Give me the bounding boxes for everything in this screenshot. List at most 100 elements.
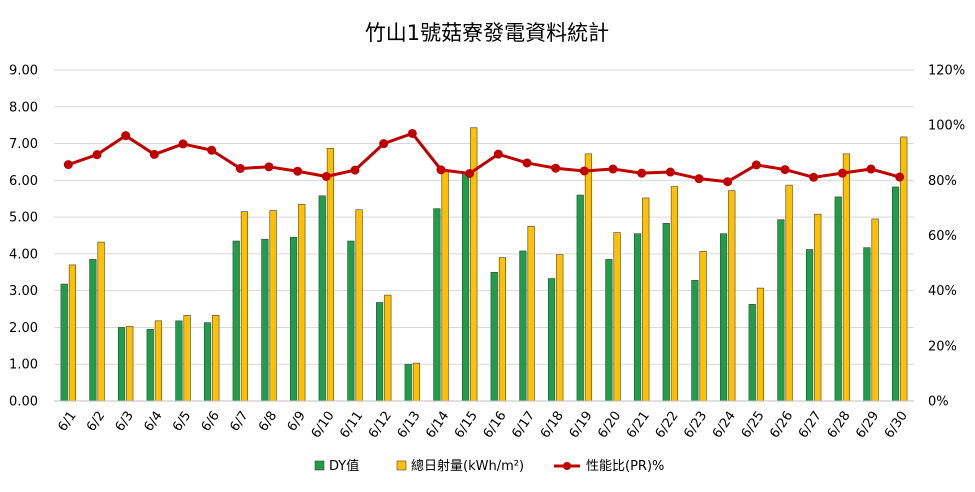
legend-marker [563, 462, 571, 470]
x-tick-label: 6/24 [710, 409, 739, 442]
y-left-tick-label: 8.00 [9, 100, 38, 115]
pr-point [723, 177, 733, 187]
bar-series [60, 173, 900, 402]
bar [662, 223, 670, 402]
bar [261, 238, 269, 402]
bar [842, 153, 851, 402]
bar [60, 283, 68, 402]
x-tick-label: 6/20 [595, 409, 624, 442]
pr-point [866, 164, 876, 174]
pr-point [780, 165, 790, 175]
bar-series [68, 127, 908, 402]
legend-label: DY值 [329, 458, 359, 474]
pr-point [350, 165, 360, 175]
legend-label: 性能比(PR)% [586, 459, 664, 474]
y-right-tick-label: 100% [928, 119, 965, 134]
bar [97, 241, 105, 402]
x-tick-label: 6/8 [256, 409, 280, 435]
y-right-tick-label: 120% [928, 64, 965, 79]
bar [404, 363, 412, 402]
pr-point [264, 162, 274, 172]
x-tick-label: 6/19 [567, 409, 596, 442]
x-tick-label: 6/16 [481, 409, 510, 442]
bar [777, 219, 785, 402]
bar [154, 320, 163, 402]
pr-point [121, 131, 131, 141]
bar [814, 213, 822, 402]
x-tick-label: 6/28 [825, 409, 854, 442]
x-tick-label: 6/10 [309, 409, 338, 442]
x-tick-label: 6/26 [767, 409, 796, 442]
bars [60, 127, 908, 402]
bar [834, 196, 842, 402]
x-tick-label: 6/3 [113, 409, 137, 435]
x-tick-label: 6/11 [337, 409, 366, 442]
pr-point [92, 150, 102, 160]
bar [699, 251, 707, 402]
pr-point [665, 167, 675, 177]
bar [605, 259, 613, 402]
x-tick-label: 6/1 [55, 409, 79, 435]
pr-point [465, 168, 475, 178]
bar [728, 190, 736, 402]
bar [89, 259, 97, 402]
bar [318, 195, 326, 402]
bar [126, 326, 134, 402]
y-right-tick-label: 0% [928, 395, 949, 410]
pr-point [149, 149, 159, 159]
bar [240, 211, 249, 402]
x-tick-label: 6/4 [141, 409, 165, 435]
bar [498, 257, 507, 402]
x-tick-label: 6/27 [796, 409, 825, 442]
legend: DY值 總日射量(kWh/m²) 性能比(PR)% [314, 458, 664, 474]
bar [175, 320, 183, 402]
pr-point [63, 160, 73, 170]
bar [355, 209, 363, 402]
bar [326, 148, 335, 402]
bar [863, 247, 871, 402]
x-tick-label: 6/22 [653, 409, 682, 442]
bar [269, 210, 277, 402]
bar [68, 264, 77, 402]
x-tick-label: 6/13 [395, 409, 424, 442]
bar [871, 218, 879, 402]
x-tick-label: 6/12 [366, 409, 395, 442]
x-tick-label: 6/21 [624, 409, 653, 442]
y-right-tick-label: 60% [928, 229, 957, 244]
bar [547, 278, 556, 402]
pr-point [379, 139, 389, 149]
grid-lines [54, 69, 914, 402]
bar [298, 203, 306, 402]
bar [556, 254, 564, 402]
x-tick-label: 6/7 [227, 409, 251, 435]
bar [146, 328, 154, 402]
y-right-tick-label: 40% [928, 284, 957, 299]
bar [375, 302, 384, 402]
pr-point [837, 168, 847, 178]
pr-point [809, 172, 819, 182]
y-left-tick-label: 7.00 [9, 137, 38, 152]
bar [289, 237, 298, 402]
legend-swatch [314, 460, 325, 471]
y-right-tick-label: 80% [928, 174, 957, 189]
legend-item: 總日射量(kWh/m²) [396, 458, 524, 474]
bar [748, 303, 756, 402]
pr-point [637, 168, 647, 178]
legend-item: DY值 [314, 458, 359, 474]
x-tick-label: 6/6 [199, 409, 223, 435]
pr-point [751, 160, 761, 170]
bar [584, 153, 593, 402]
pr-point [178, 139, 188, 149]
pr-point [694, 174, 704, 184]
bar [519, 250, 527, 402]
x-tick-label: 6/2 [84, 409, 108, 435]
x-tick-label: 6/15 [452, 409, 481, 442]
bar [441, 170, 449, 402]
pr-point [235, 163, 245, 173]
bar [785, 184, 793, 402]
bar [384, 294, 392, 402]
y-left-tick-label: 1.00 [9, 358, 38, 373]
pr-point [522, 158, 532, 168]
